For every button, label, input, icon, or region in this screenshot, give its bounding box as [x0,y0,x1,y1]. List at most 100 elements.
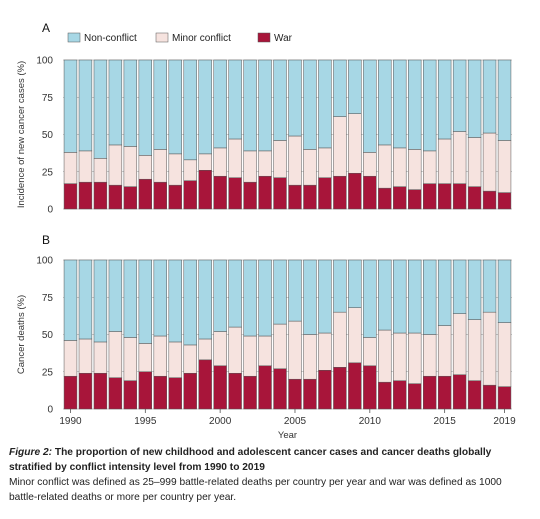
bar-A-non-conflict-2009 [348,59,362,114]
bar-B-minor-conflict-2001 [228,326,242,374]
bar-B-minor-conflict-1999 [198,338,212,361]
x-tick-label-1990: 1990 [59,416,82,427]
bar-B-non-conflict-1998 [183,259,197,346]
bar-B-minor-conflict-1997 [168,341,182,378]
bar-A-non-conflict-1992 [93,59,108,159]
bar-B-non-conflict-1992 [93,259,108,343]
bar-B-war-1995 [138,371,153,410]
bar-A-minor-conflict-2006 [303,149,317,186]
bar-A-war-1993 [108,184,123,210]
bar-B-non-conflict-2008 [333,259,347,313]
bar-B-minor-conflict-1991 [78,338,93,374]
bar-A-non-conflict-2017 [467,59,482,138]
bar-A-war-2010 [363,175,377,210]
bar-B-war-2000 [213,365,227,410]
bar-B-war-1994 [123,380,138,410]
bar-A-minor-conflict-2002 [243,150,257,183]
bar-A-war-2012 [393,186,407,210]
bar-B-minor-conflict-2016 [452,313,467,375]
bar-B-war-2019 [497,386,512,410]
bar-A-non-conflict-2003 [258,59,272,152]
bar-B-non-conflict-1999 [198,259,212,340]
bar-A-war-2008 [333,175,347,210]
bar-B-non-conflict-1996 [153,259,167,337]
bar-A-minor-conflict-2018 [482,132,497,192]
bar-A-minor-conflict-2007 [318,147,332,178]
y-tick-label-A-50: 50 [42,130,54,141]
bar-B-non-conflict-1991 [78,259,93,340]
bar-A-non-conflict-2012 [393,59,407,149]
bar-A-non-conflict-1997 [168,59,182,155]
bar-B-minor-conflict-1995 [138,343,153,373]
bar-B-war-2015 [437,375,452,410]
bar-A-minor-conflict-1991 [78,150,93,183]
bar-B-non-conflict-2004 [273,259,287,325]
bar-B-war-1991 [78,372,93,410]
bar-A-non-conflict-2011 [378,59,392,146]
bar-B-non-conflict-2012 [393,259,407,334]
bar-B-minor-conflict-2005 [288,320,302,380]
bar-B-minor-conflict-1998 [183,344,197,374]
y-tick-label-A-100: 100 [36,56,53,67]
bar-B-war-2008 [333,367,347,410]
bar-B-minor-conflict-2013 [408,332,422,384]
bar-B-non-conflict-2014 [423,259,437,335]
bar-B-non-conflict-2001 [228,259,242,328]
bar-B-war-1993 [108,377,123,410]
bar-B-war-1992 [93,372,108,410]
bar-B-minor-conflict-2011 [378,329,392,383]
bar-A-minor-conflict-2001 [228,138,242,178]
bar-A-non-conflict-2007 [318,59,332,149]
bar-B-minor-conflict-2008 [333,311,347,368]
y-axis-label-B: Cancer deaths (%) [16,295,27,374]
bar-A-war-2016 [452,183,467,210]
bar-A-non-conflict-1995 [138,59,153,156]
bar-A-war-1990 [63,183,78,210]
bar-A-non-conflict-2013 [408,59,422,150]
bar-A-non-conflict-1991 [78,59,93,152]
bar-A-war-2005 [288,184,302,210]
legend-swatch-minor-conflict [155,32,169,43]
bar-A-war-2002 [243,181,257,210]
y-tick-label-B-100: 100 [36,256,53,267]
bar-B-minor-conflict-1996 [153,335,167,377]
bar-A-minor-conflict-1990 [63,152,78,184]
bar-A-minor-conflict-1997 [168,153,182,186]
bar-B-minor-conflict-2019 [497,322,512,387]
bar-A-minor-conflict-1996 [153,149,167,183]
bar-A-war-2014 [423,183,437,210]
bar-A-minor-conflict-2010 [363,152,377,177]
bar-B-non-conflict-1990 [63,259,78,341]
bar-B-war-2002 [243,375,257,410]
y-axis-label-A: Incidence of new cancer cases (%) [16,61,27,208]
bar-A-minor-conflict-2008 [333,116,347,177]
caption-figure-label: Figure 2: [9,447,53,458]
bar-B-war-2007 [318,370,332,410]
bar-A-war-1992 [93,181,108,210]
bar-A-non-conflict-2010 [363,59,377,153]
bar-A-war-2000 [213,175,227,210]
panel-letter-A: A [42,21,50,35]
bar-B-non-conflict-2000 [213,259,227,332]
bar-A-minor-conflict-2016 [452,131,467,184]
bar-B-non-conflict-2016 [452,259,467,314]
bar-A-non-conflict-2002 [243,59,257,152]
bar-B-minor-conflict-1990 [63,340,78,377]
x-tick-label-2019: 2019 [493,416,516,427]
bar-B-war-2018 [482,384,497,410]
bar-B-non-conflict-1997 [168,259,182,343]
x-tick-label-1995: 1995 [134,416,157,427]
y-tick-label-A-25: 25 [42,167,54,178]
bar-A-non-conflict-2019 [497,59,512,141]
bar-A-minor-conflict-1998 [183,159,197,181]
bar-B-war-2011 [378,381,392,410]
bar-A-war-2013 [408,189,422,210]
bar-A-minor-conflict-2014 [423,150,437,184]
bar-A-minor-conflict-2015 [437,138,452,184]
x-axis-label: Year [278,430,297,440]
bar-B-war-1990 [63,375,78,410]
bar-B-war-2016 [452,374,467,410]
bar-B-non-conflict-2011 [378,259,392,331]
bar-A-war-1998 [183,180,197,210]
